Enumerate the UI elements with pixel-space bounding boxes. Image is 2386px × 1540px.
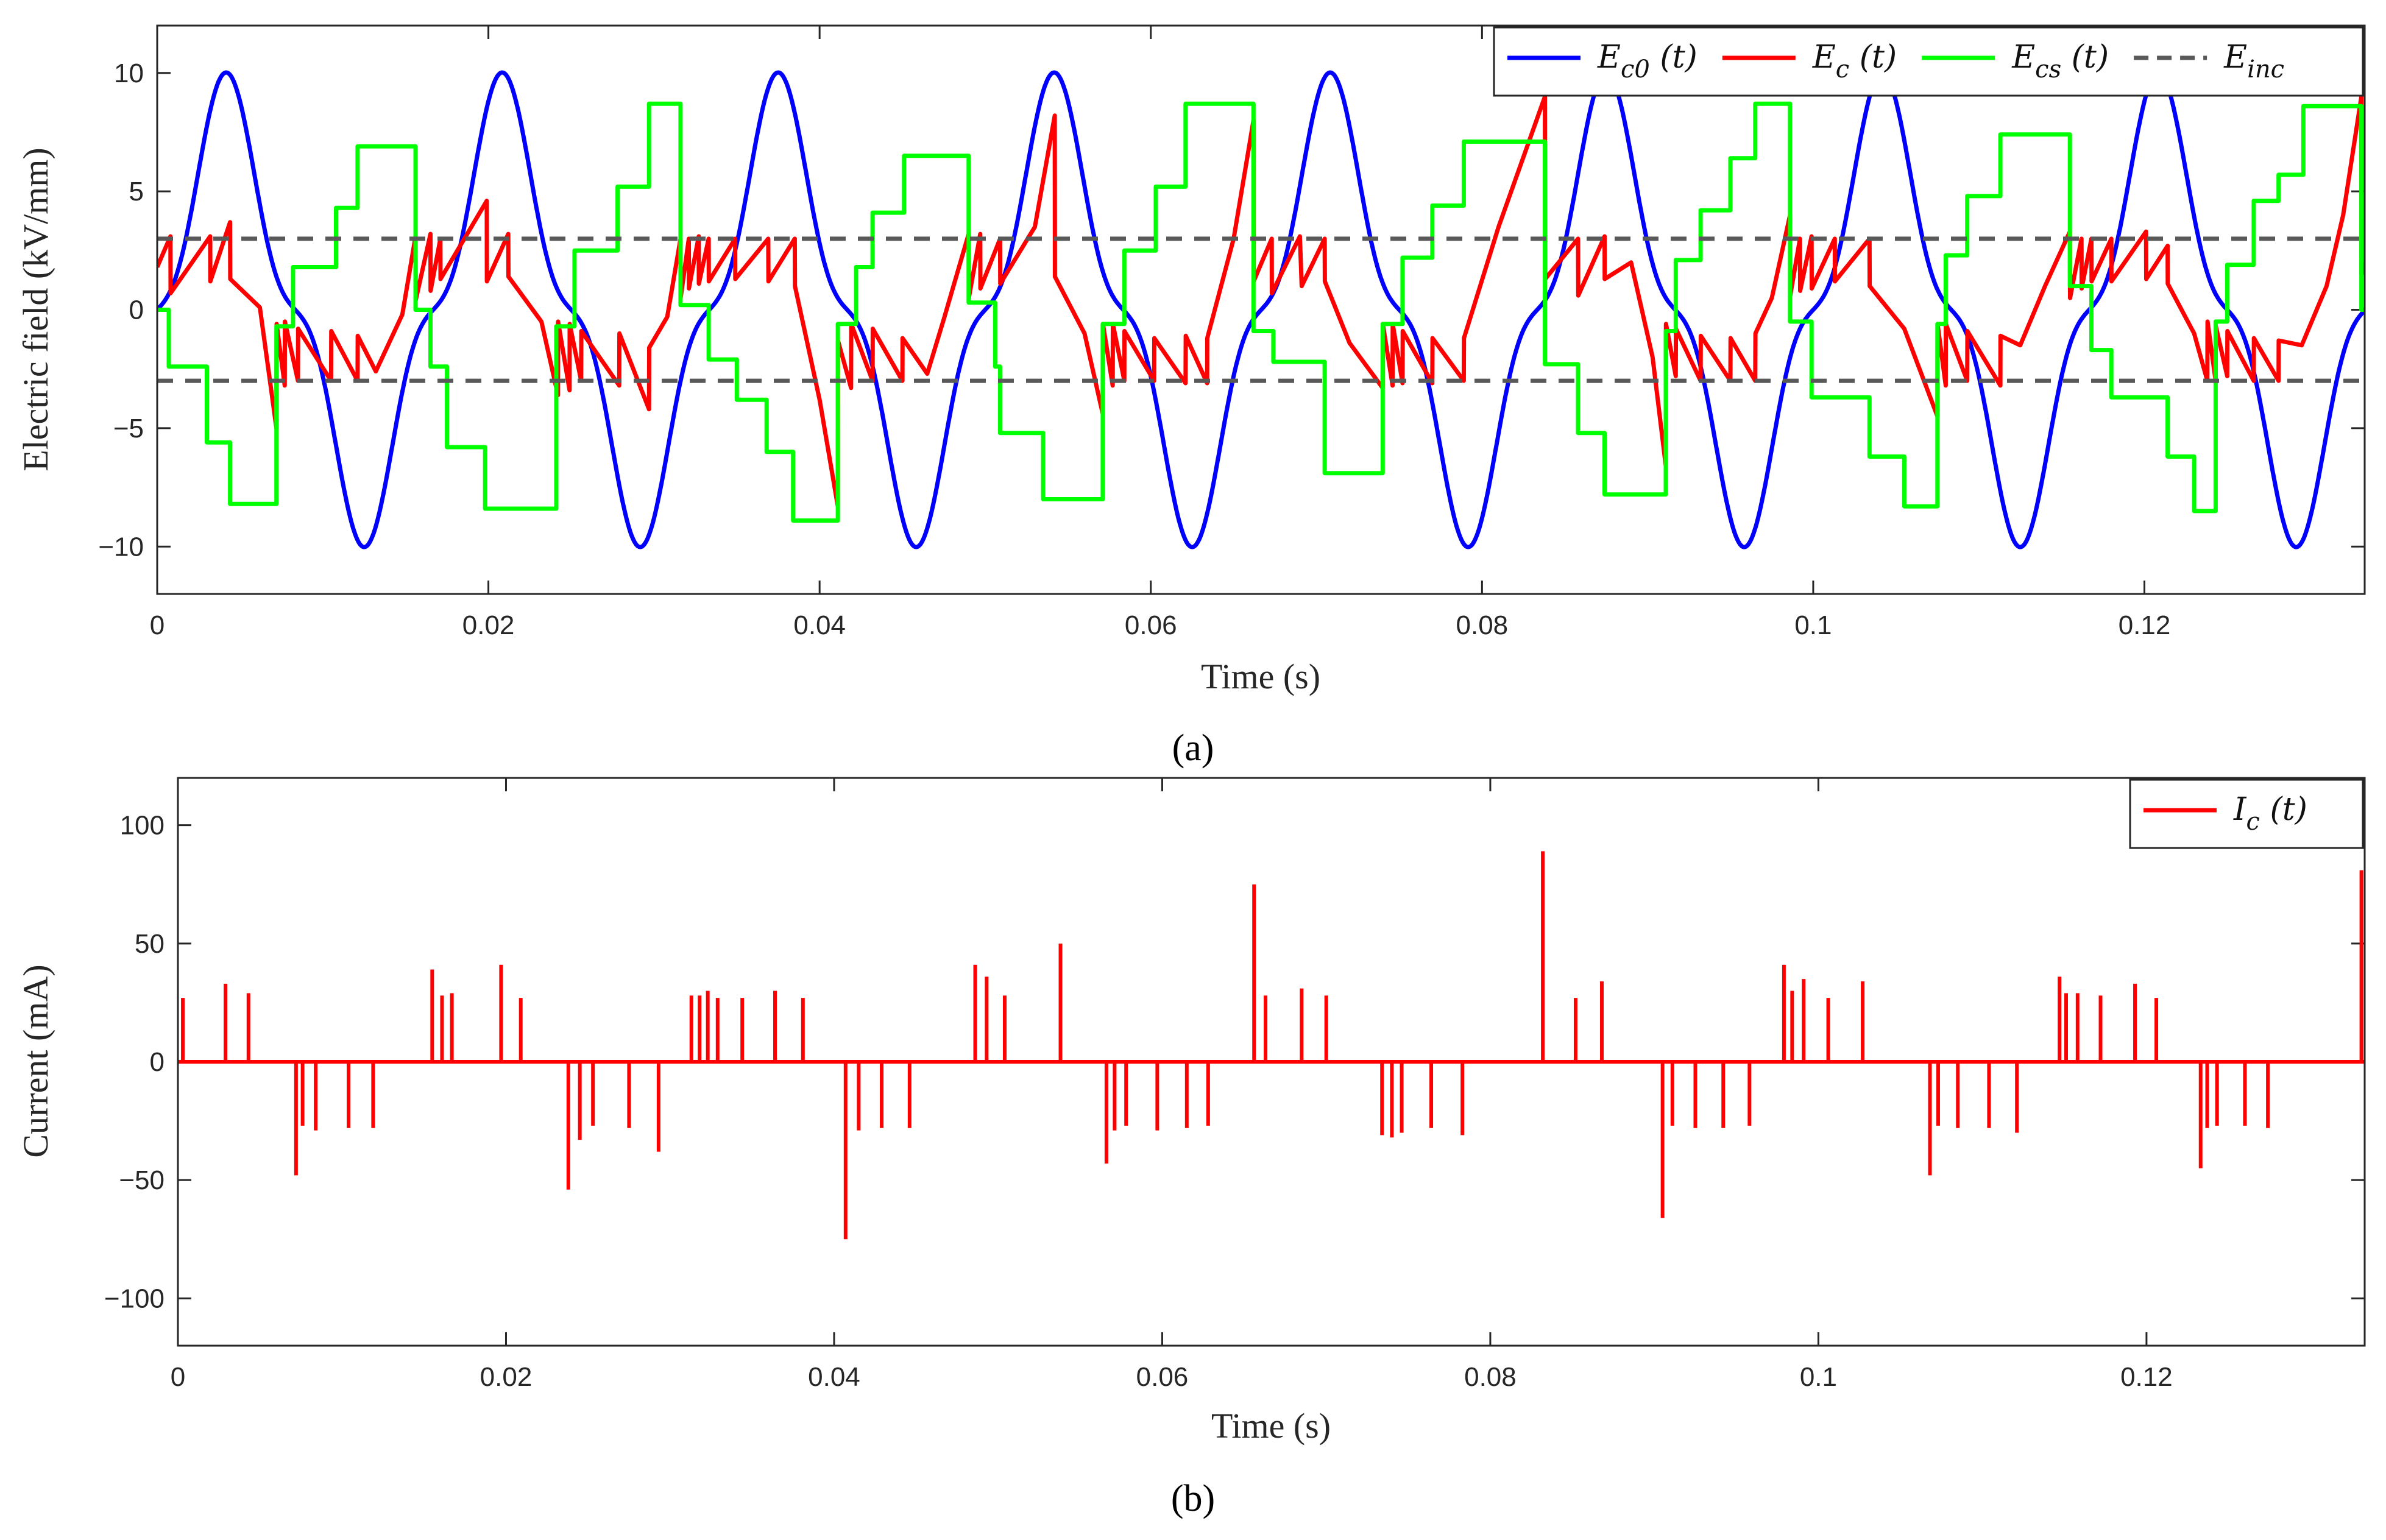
y-tick-label: −100 — [104, 1284, 165, 1313]
x-tick-label: 0.04 — [808, 1362, 860, 1392]
series-line-ecs — [157, 101, 2365, 523]
legend-label: Ecs (t) — [2011, 39, 2109, 83]
panel-b-legend: Ic (t) — [2129, 779, 2364, 849]
legend-box — [1493, 26, 2364, 97]
x-tick-label: 0.08 — [1456, 610, 1509, 640]
y-tick-label: 5 — [129, 177, 144, 207]
x-tick-label: 0 — [150, 610, 165, 640]
x-tick-label: 0.1 — [1794, 610, 1832, 640]
panel-b-ylabel: Current (mA) — [16, 964, 55, 1157]
legend-label: Ec0 (t) — [1597, 39, 1697, 83]
x-tick-label: 0.12 — [2120, 1362, 2173, 1392]
x-tick-label: 0.12 — [2119, 610, 2171, 640]
panel-a-xlabel: Time (s) — [1201, 657, 1320, 696]
panel-a-axes-frame — [156, 24, 2366, 595]
legend-argument: (t) — [1650, 39, 1697, 76]
y-tick-label: 100 — [120, 811, 165, 841]
y-tick-label: −5 — [113, 414, 144, 443]
x-tick-label: 0.02 — [462, 610, 515, 640]
legend-subscript: c0 — [1621, 55, 1650, 83]
x-tick-label: 0.08 — [1464, 1362, 1517, 1392]
panel-a-ylabel: Electric field (kV/mm) — [16, 147, 55, 471]
legend-subscript: inc — [2247, 55, 2284, 83]
legend-argument: (t) — [1849, 39, 1897, 76]
x-tick-label: 0 — [171, 1362, 185, 1392]
panel-b-plot-area — [178, 851, 2365, 1240]
panel-a-tick-labels: 0 0.02 0.04 0.06 0.08 0.1 0.12 −10 −5 0 5 10 — [98, 58, 2170, 640]
panel-a-plot-area — [157, 70, 2365, 549]
legend-box — [2129, 779, 2364, 849]
panel-b: 0 0.02 0.04 0.06 0.08 0.1 0.12 −100 −50 0 50 100 Ti… — [16, 777, 2366, 1519]
x-tick-label: 0.02 — [480, 1362, 533, 1392]
y-tick-label: −10 — [98, 532, 144, 562]
panel-a-legend: Ec0 (t) Ec (t) Ecs (t) Einc — [1493, 26, 2364, 97]
legend-label: Ic (t) — [2233, 791, 2307, 836]
panel-a-caption: (a) — [1172, 727, 1214, 769]
y-tick-label: 10 — [114, 58, 144, 88]
legend-subscript: c — [2246, 808, 2260, 836]
x-tick-label: 0.06 — [1125, 610, 1177, 640]
x-tick-label: 0.04 — [793, 610, 846, 640]
panel-b-caption: (b) — [1171, 1478, 1215, 1519]
y-tick-label: 50 — [135, 929, 165, 959]
legend-symbol: E — [2011, 39, 2035, 76]
y-tick-label: 0 — [150, 1047, 165, 1077]
y-tick-label: 0 — [129, 295, 144, 325]
legend-argument: (t) — [2061, 39, 2109, 76]
legend-argument: (t) — [2260, 791, 2307, 828]
panel-b-xlabel: Time (s) — [1211, 1406, 1331, 1446]
legend-label: Einc — [2223, 39, 2284, 83]
legend-label: Ec (t) — [1812, 39, 1897, 83]
series-line-ec0 — [157, 70, 2365, 549]
legend-symbol: I — [2233, 791, 2247, 828]
panel-a: 0 0.02 0.04 0.06 0.08 0.1 0.12 −10 −5 0 5 10 Time (… — [16, 24, 2366, 769]
panel-b-axes-frame — [177, 777, 2366, 1347]
legend-symbol: E — [1812, 39, 1836, 76]
legend-subscript: cs — [2035, 55, 2061, 83]
legend-subscript: c — [1836, 55, 1849, 83]
panel-b-tick-labels: 0 0.02 0.04 0.06 0.08 0.1 0.12 −100 −50 0 50 100 — [104, 811, 2173, 1392]
legend-symbol: E — [2223, 39, 2247, 76]
legend-symbol: E — [1597, 39, 1621, 76]
x-tick-label: 0.1 — [1800, 1362, 1837, 1392]
x-tick-label: 0.06 — [1136, 1362, 1189, 1392]
y-tick-label: −50 — [119, 1165, 165, 1195]
